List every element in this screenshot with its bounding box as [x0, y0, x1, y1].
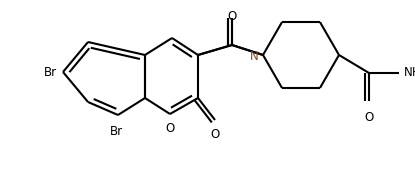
Text: NH$_2$: NH$_2$	[403, 65, 415, 81]
Text: O: O	[227, 10, 237, 23]
Text: O: O	[165, 122, 175, 135]
Text: Br: Br	[110, 125, 122, 138]
Text: O: O	[364, 111, 374, 124]
Text: Br: Br	[44, 65, 57, 78]
Text: N: N	[250, 51, 259, 64]
Text: O: O	[210, 128, 220, 141]
